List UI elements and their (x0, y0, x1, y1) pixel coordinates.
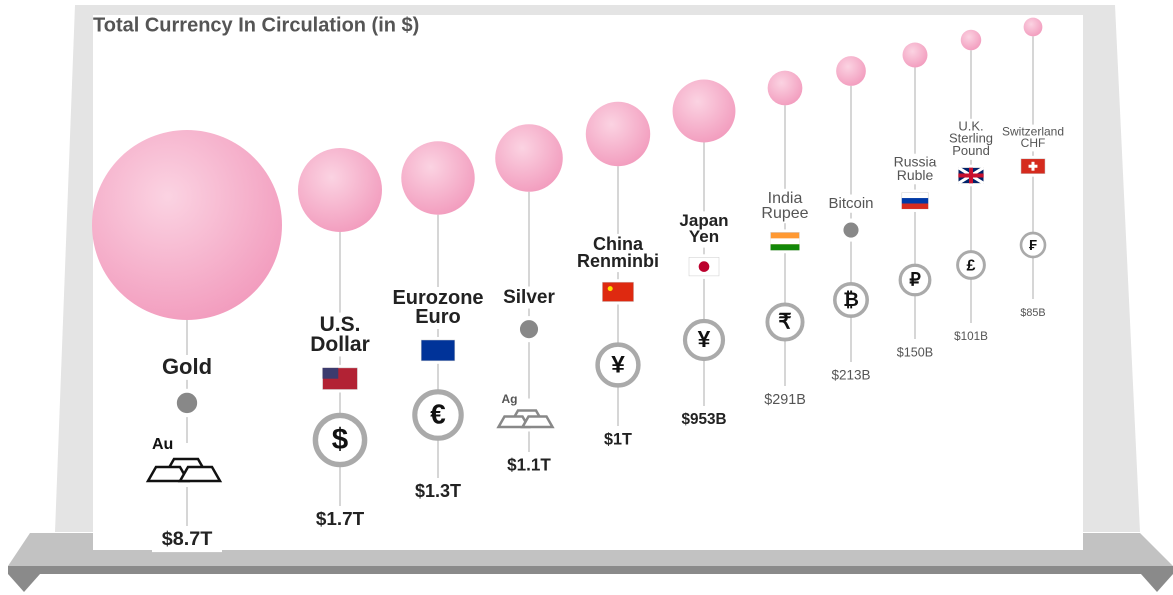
coin-icon (956, 250, 986, 280)
bubble (836, 56, 866, 86)
globe-icon (517, 318, 541, 341)
flag-detail (698, 261, 710, 272)
value-label: $85B (1020, 307, 1045, 319)
ingot-icon (496, 415, 531, 429)
element-symbol: Au (152, 436, 173, 453)
label-bg (494, 455, 564, 477)
flag-icon (602, 281, 634, 302)
bubble (1023, 17, 1043, 37)
value-label: $291B (764, 392, 806, 408)
flag-detail (901, 198, 929, 204)
shelf-foot (1141, 574, 1173, 592)
category-label: Japan Yen (679, 211, 728, 246)
ingot-icon (145, 465, 191, 483)
flag-detail (322, 367, 339, 379)
category-label: Russia Ruble (894, 153, 937, 182)
value-label: $8.7T (162, 528, 213, 550)
label-bg (880, 345, 950, 361)
value-label: $953B (681, 411, 726, 428)
value-label: $213B (831, 368, 870, 383)
category-label: Silver (503, 287, 555, 308)
category-label: Eurozone Euro (392, 287, 483, 328)
label-bg (152, 527, 222, 553)
flag-detail (1028, 164, 1038, 168)
label-bg (666, 211, 742, 248)
currency-symbol: ₹ (778, 311, 791, 334)
flag-detail (770, 238, 800, 245)
label-bg (403, 481, 473, 503)
bubble (902, 42, 928, 68)
label-bg (149, 355, 225, 380)
currency-symbol: ₣ (1029, 238, 1037, 254)
bubble (585, 101, 651, 167)
value-label: $1.3T (415, 481, 461, 501)
globe-icon (841, 220, 861, 240)
category-label: Bitcoin (828, 195, 873, 212)
bubble (495, 124, 563, 192)
chart-title: Total Currency In Circulation (in $) (93, 14, 419, 36)
currency-symbol: ₿ (843, 289, 859, 311)
label-bg (400, 287, 476, 329)
category-label: Gold (162, 354, 212, 379)
category-label: U.K. Sterling Pound (949, 119, 993, 159)
coin-icon (765, 302, 805, 342)
bubble (401, 141, 475, 215)
bubble (298, 148, 382, 232)
coin-icon (312, 412, 368, 468)
value-label: $1.7T (316, 509, 365, 530)
bubble (672, 79, 736, 143)
category-label: U.S. Dollar (310, 313, 370, 356)
flag-icon (420, 339, 456, 362)
category-label: China Renminbi (577, 234, 659, 271)
label-bg (302, 312, 378, 357)
currency-symbol: ₽ (909, 270, 921, 290)
currency-symbol: £ (967, 256, 976, 274)
coin-icon (682, 318, 726, 362)
bubble (92, 130, 282, 320)
coin-icon (1019, 231, 1047, 259)
category-label: Switzerland CHF (1002, 125, 1064, 150)
label-bg (305, 508, 375, 532)
element-symbol: Ag (502, 392, 518, 406)
label-bg (747, 188, 823, 224)
value-label: $1T (604, 430, 632, 448)
flag-detail (770, 244, 800, 251)
currency-symbol: € (430, 398, 445, 429)
shelf-edge (8, 566, 1173, 574)
label-bg (491, 286, 567, 309)
flag-detail (901, 203, 929, 209)
coin-icon (595, 342, 641, 388)
bubble (767, 70, 803, 106)
label-bg (813, 194, 889, 213)
label-bg (583, 430, 653, 450)
value-label: $101B (954, 330, 988, 343)
label-bg (750, 391, 820, 409)
value-label: $150B (897, 345, 933, 359)
label-bg (816, 367, 886, 385)
ingot-icon (177, 465, 223, 483)
coin-icon (898, 263, 932, 297)
label-bg (936, 329, 1006, 345)
currency-symbol: ¥ (611, 351, 625, 378)
label-bg (995, 124, 1071, 152)
flag-detail (607, 286, 613, 292)
currency-symbol: ¥ (698, 326, 711, 352)
ingot-icon (520, 415, 555, 429)
label-bg (669, 410, 739, 430)
coin-icon (833, 282, 869, 318)
currency-symbol: $ (332, 423, 348, 456)
globe-icon (174, 390, 200, 416)
category-label: India Rupee (761, 190, 808, 222)
label-bg (580, 233, 656, 273)
flag-detail (958, 173, 984, 178)
label-bg (998, 306, 1068, 320)
coin-icon (412, 389, 464, 441)
value-label: $1.1T (507, 456, 551, 475)
bubble (960, 29, 982, 51)
shelf-foot (8, 574, 40, 592)
